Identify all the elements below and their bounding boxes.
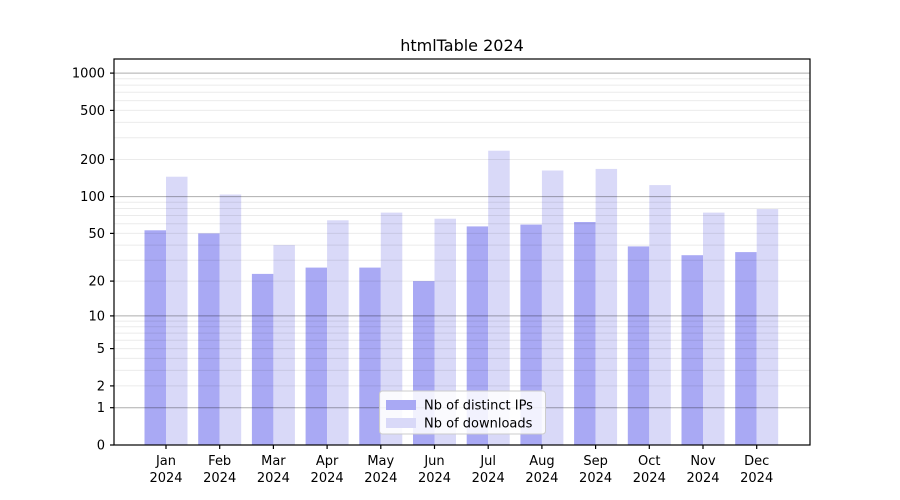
x-tick-label-year-nov: 2024: [686, 471, 719, 486]
bar-feb-distinct-ips: [198, 233, 220, 445]
bar-aug-downloads: [541, 170, 564, 445]
x-tick-label-year-oct: 2024: [633, 471, 666, 486]
bar-dec-downloads: [756, 209, 779, 445]
bar-sep-downloads: [595, 168, 618, 445]
bar-dec-distinct-ips: [735, 252, 757, 445]
bar-jan-distinct-ips: [144, 230, 166, 445]
y-tick-label-0: 0: [97, 439, 105, 454]
bar-jul-distinct-ips: [466, 226, 489, 445]
bar-jun-downloads: [434, 218, 456, 445]
bar-jan-downloads: [166, 176, 188, 445]
x-tick-label-month-aug: Aug: [529, 454, 554, 469]
y-tick-label-50: 50: [88, 227, 105, 242]
x-tick-label-year-sep: 2024: [579, 471, 612, 486]
x-axis: Jan 2024 Feb 2024 Mar 2024 Apr 2024 May 2024 Jun 20…: [149, 445, 773, 486]
y-tick-label-5: 5: [97, 342, 105, 357]
x-tick-label-year-feb: 2024: [203, 471, 236, 486]
x-tick-label-year-jan: 2024: [149, 471, 182, 486]
x-tick-label-month-oct: Oct: [638, 454, 660, 469]
bar-feb-downloads: [219, 194, 242, 445]
y-axis: 0 1 2 5 10 20 50 100 200 500 1000: [72, 67, 114, 454]
legend-label-distinct-ips: Nb of distinct IPs: [424, 399, 533, 414]
x-tick-label-year-jun: 2024: [418, 471, 451, 486]
chart-title: htmlTable 2024: [400, 36, 524, 55]
plot-border: [113, 58, 811, 446]
y-tick-label-20: 20: [88, 275, 105, 290]
y-tick-label-500: 500: [80, 104, 105, 119]
bar-aug-distinct-ips: [520, 224, 542, 445]
x-tick-label-month-may: May: [367, 454, 394, 469]
bar-nov-downloads: [703, 212, 725, 445]
x-tick-label-month-apr: Apr: [316, 454, 339, 469]
bar-sep-distinct-ips: [574, 222, 596, 445]
legend-swatch-distinct-ips: [386, 400, 416, 410]
x-tick-label-year-mar: 2024: [257, 471, 290, 486]
bar-mar-distinct-ips: [251, 273, 274, 445]
y-tick-label-10: 10: [88, 309, 105, 324]
x-tick-label-month-jun: Jun: [423, 454, 444, 469]
x-tick-label-month-mar: Mar: [261, 454, 286, 469]
legend-swatch-downloads: [386, 418, 416, 428]
x-tick-label-month-jul: Jul: [479, 454, 496, 469]
bar-jul-downloads: [488, 150, 510, 445]
x-tick-label-year-aug: 2024: [525, 471, 558, 486]
bar-apr-distinct-ips: [305, 267, 328, 445]
x-tick-label-month-feb: Feb: [208, 454, 231, 469]
x-tick-label-month-dec: Dec: [744, 454, 769, 469]
x-tick-label-year-apr: 2024: [311, 471, 344, 486]
bar-may-distinct-ips: [359, 267, 381, 445]
x-tick-label-month-sep: Sep: [583, 454, 608, 469]
legend: Nb of distinct IPs Nb of downloads: [379, 390, 546, 435]
x-tick-label-month-nov: Nov: [690, 454, 716, 469]
bar-mar-downloads: [273, 245, 295, 445]
x-tick-label-year-dec: 2024: [740, 471, 773, 486]
y-tick-label-200: 200: [80, 153, 105, 168]
y-tick-label-100: 100: [80, 190, 105, 205]
y-tick-label-1: 1: [97, 401, 105, 416]
bar-oct-downloads: [649, 185, 671, 445]
y-tick-label-2: 2: [97, 379, 105, 394]
bar-nov-distinct-ips: [681, 255, 703, 445]
y-tick-label-1000: 1000: [72, 67, 105, 82]
legend-frame: [379, 390, 546, 435]
bar-apr-downloads: [327, 220, 349, 445]
bar-may-downloads: [380, 212, 403, 445]
x-tick-label-month-jan: Jan: [155, 454, 176, 469]
legend-label-downloads: Nb of downloads: [424, 417, 533, 432]
x-tick-label-year-may: 2024: [364, 471, 397, 486]
x-tick-label-year-jul: 2024: [472, 471, 505, 486]
bar-oct-distinct-ips: [627, 246, 650, 445]
y-gridlines: [114, 72, 810, 409]
